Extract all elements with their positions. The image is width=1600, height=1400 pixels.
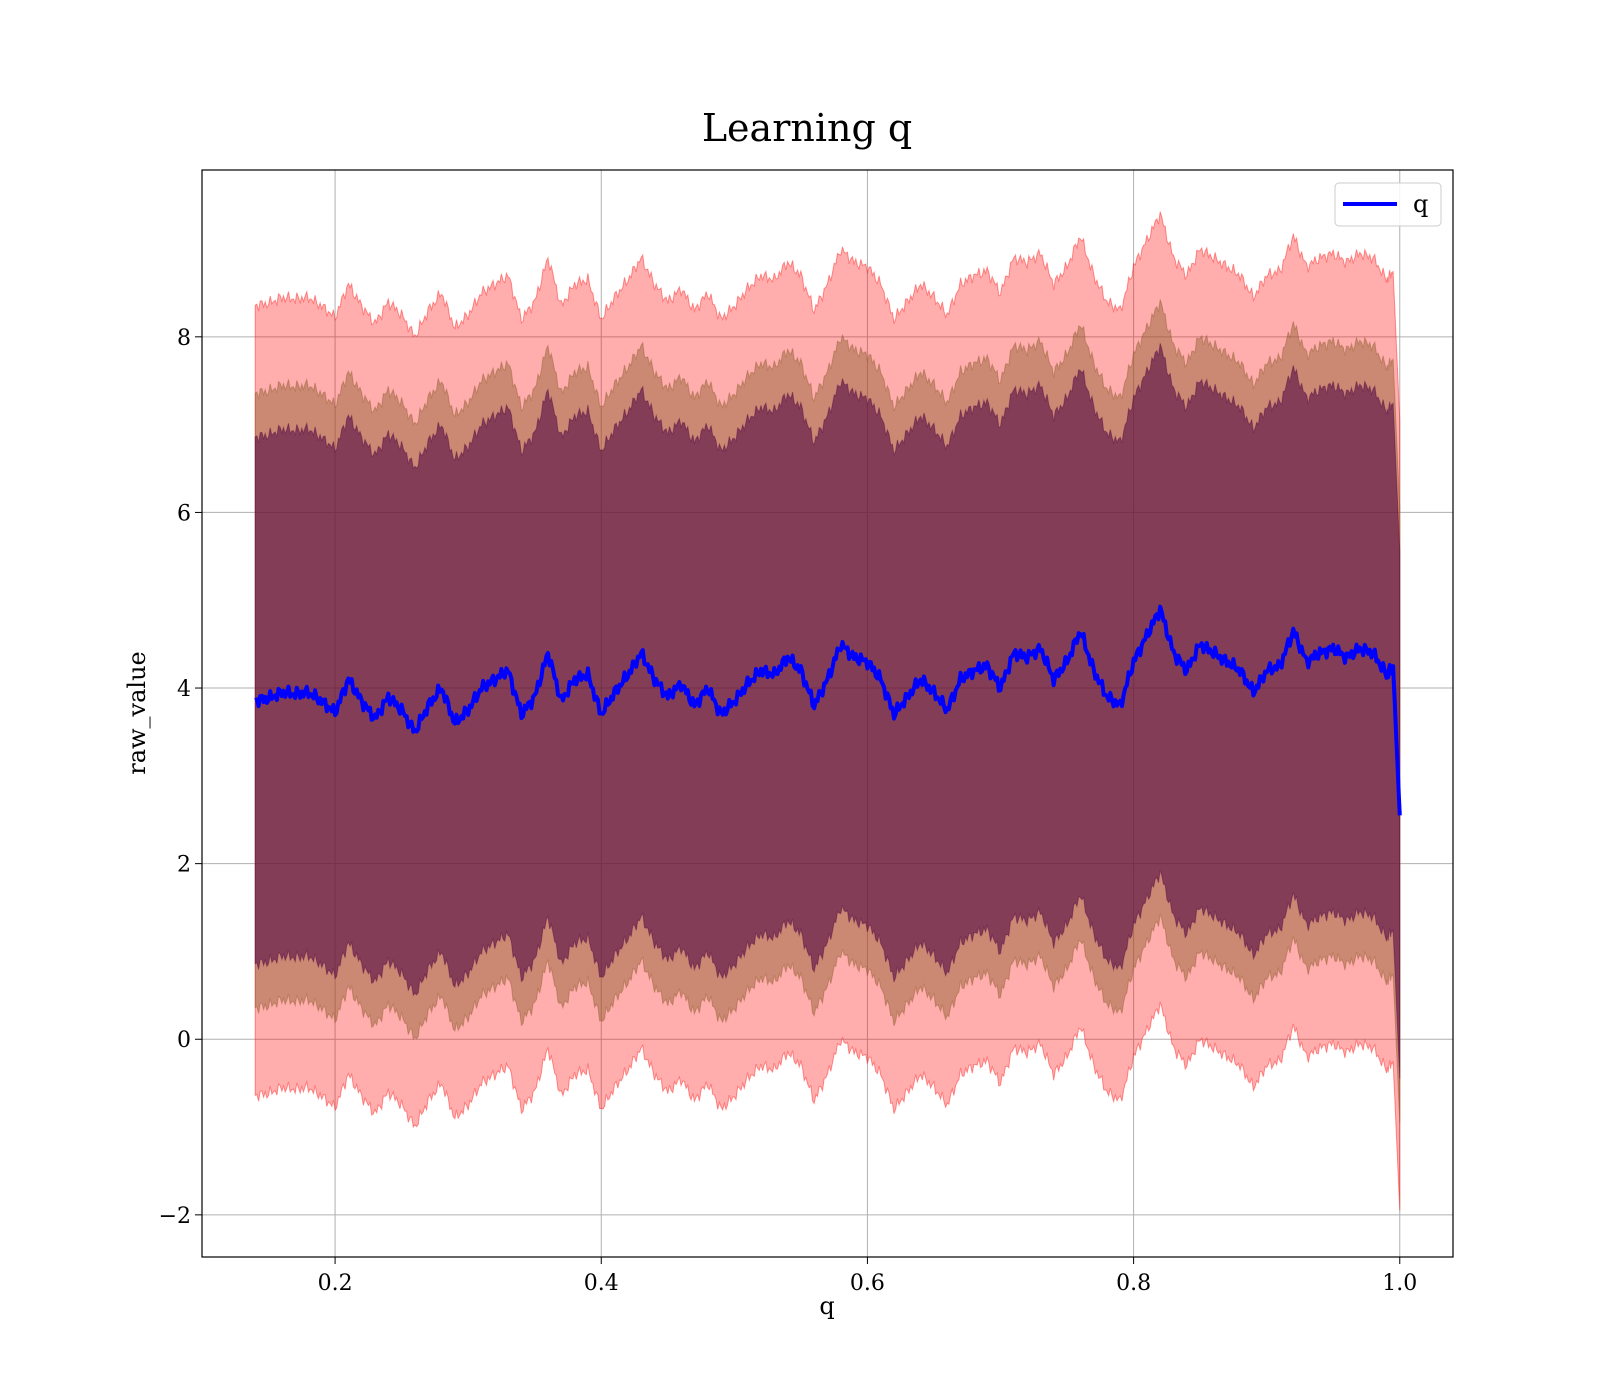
chart-title: Learning q [702, 106, 912, 150]
y-tick-label: 6 [177, 501, 191, 526]
x-tick-label: 0.8 [1116, 1271, 1151, 1296]
y-tick-label: 8 [177, 326, 191, 351]
y-tick-label: −2 [159, 1204, 191, 1229]
series-line-q [254, 604, 1402, 816]
y-tick-label: 2 [177, 853, 191, 878]
legend-label: q [1413, 190, 1428, 218]
axis-ticks: 0.2 0.4 0.6 0.8 1.0 −2 0 2 4 6 8 [159, 326, 1418, 1296]
x-tick-label: 0.6 [850, 1271, 885, 1296]
y-axis-label: raw_value [123, 651, 151, 775]
x-tick-label: 0.4 [584, 1271, 619, 1296]
y-tick-label: 4 [177, 677, 191, 702]
series-lines [254, 604, 1402, 816]
plot-frame [201, 169, 1454, 1258]
band-inner [254, 343, 1401, 1079]
y-tick-label: 0 [177, 1028, 191, 1053]
x-tick-label: 1.0 [1382, 1271, 1417, 1296]
x-tick-label: 0.2 [318, 1271, 353, 1296]
uncertainty-bands [254, 211, 1401, 1211]
x-axis-label: q [819, 1292, 834, 1320]
legend: q [1334, 182, 1442, 227]
